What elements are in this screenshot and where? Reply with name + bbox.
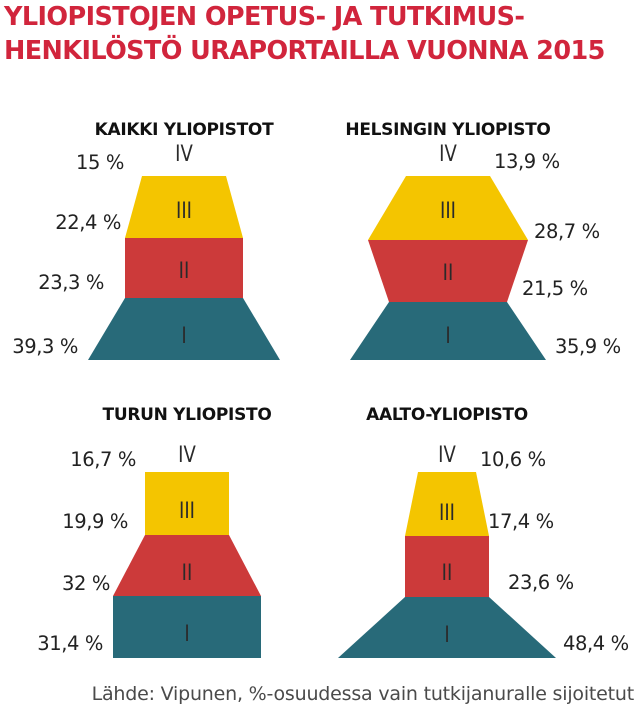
value-label-I: 35,9 %	[555, 335, 621, 358]
band-label-IV: IV	[438, 441, 456, 467]
band-II	[368, 240, 528, 302]
value-label-I: 31,4 %	[37, 632, 103, 655]
band-label-III: III	[439, 499, 455, 525]
pyramid-2: HELSINGIN YLIOPISTO I 35,9 % II 21,5 % III 28,…	[345, 120, 621, 360]
pyramid-1: KAIKKI YLIOPISTOT I 39,3 % II 23,3 % III 22,4 …	[12, 120, 280, 360]
pyramid-4: AALTO-YLIOPISTO I 48,4 % II 23,6 % III 17,4 % I…	[338, 405, 629, 658]
band-III	[145, 472, 229, 535]
band-II	[125, 238, 243, 298]
band-II	[405, 536, 489, 597]
value-label-IV: 13,9 %	[494, 150, 560, 173]
band-label-I: I	[445, 322, 450, 348]
value-label-I: 48,4 %	[563, 632, 629, 655]
value-label-III: 28,7 %	[534, 220, 600, 243]
panel-title: KAIKKI YLIOPISTOT	[95, 120, 274, 140]
value-label-II: 21,5 %	[522, 277, 588, 300]
band-label-I: I	[184, 620, 189, 646]
band-label-I: I	[444, 621, 449, 647]
value-label-IV: 10,6 %	[480, 448, 546, 471]
title-line-1: YLIOPISTOJEN OPETUS- JA TUTKIMUS-	[4, 2, 525, 32]
band-I	[88, 298, 280, 360]
band-label-IV: IV	[439, 140, 457, 166]
band-label-III: III	[179, 497, 195, 523]
source-note: Lähde: Vipunen, %-osuudessa vain tutkija…	[91, 683, 635, 705]
band-I	[350, 302, 546, 360]
band-label-IV: IV	[178, 441, 196, 467]
band-label-II: II	[443, 259, 454, 285]
value-label-II: 23,3 %	[38, 271, 104, 294]
value-label-II: 32 %	[62, 572, 110, 595]
value-label-II: 23,6 %	[508, 571, 574, 594]
value-label-III: 19,9 %	[62, 510, 128, 533]
value-label-IV: 16,7 %	[70, 448, 136, 471]
band-label-III: III	[440, 197, 456, 223]
pyramid-3: TURUN YLIOPISTO I 31,4 % II 32 % III 19,9 % IV 1…	[37, 405, 272, 658]
chart-title: YLIOPISTOJEN OPETUS- JA TUTKIMUS- HENKIL…	[4, 0, 636, 68]
value-label-I: 39,3 %	[12, 335, 78, 358]
value-label-III: 17,4 %	[488, 510, 554, 533]
band-label-II: II	[182, 559, 193, 585]
band-label-I: I	[181, 322, 186, 348]
band-label-III: III	[176, 197, 192, 223]
band-III	[125, 176, 243, 238]
band-I	[338, 597, 556, 658]
value-label-IV: 15 %	[76, 151, 124, 174]
panel-title: AALTO-YLIOPISTO	[366, 405, 528, 425]
band-label-II: II	[179, 257, 190, 283]
title-line-2: HENKILÖSTÖ URAPORTAILLA VUONNA 2015	[4, 36, 605, 66]
band-III	[405, 472, 489, 536]
band-label-IV: IV	[175, 140, 193, 166]
value-label-III: 22,4 %	[55, 211, 121, 234]
band-I	[113, 596, 261, 658]
band-III	[368, 176, 528, 240]
band-label-II: II	[442, 559, 453, 585]
band-II	[113, 535, 261, 596]
panel-title: HELSINGIN YLIOPISTO	[345, 120, 550, 140]
panel-title: TURUN YLIOPISTO	[103, 405, 272, 425]
